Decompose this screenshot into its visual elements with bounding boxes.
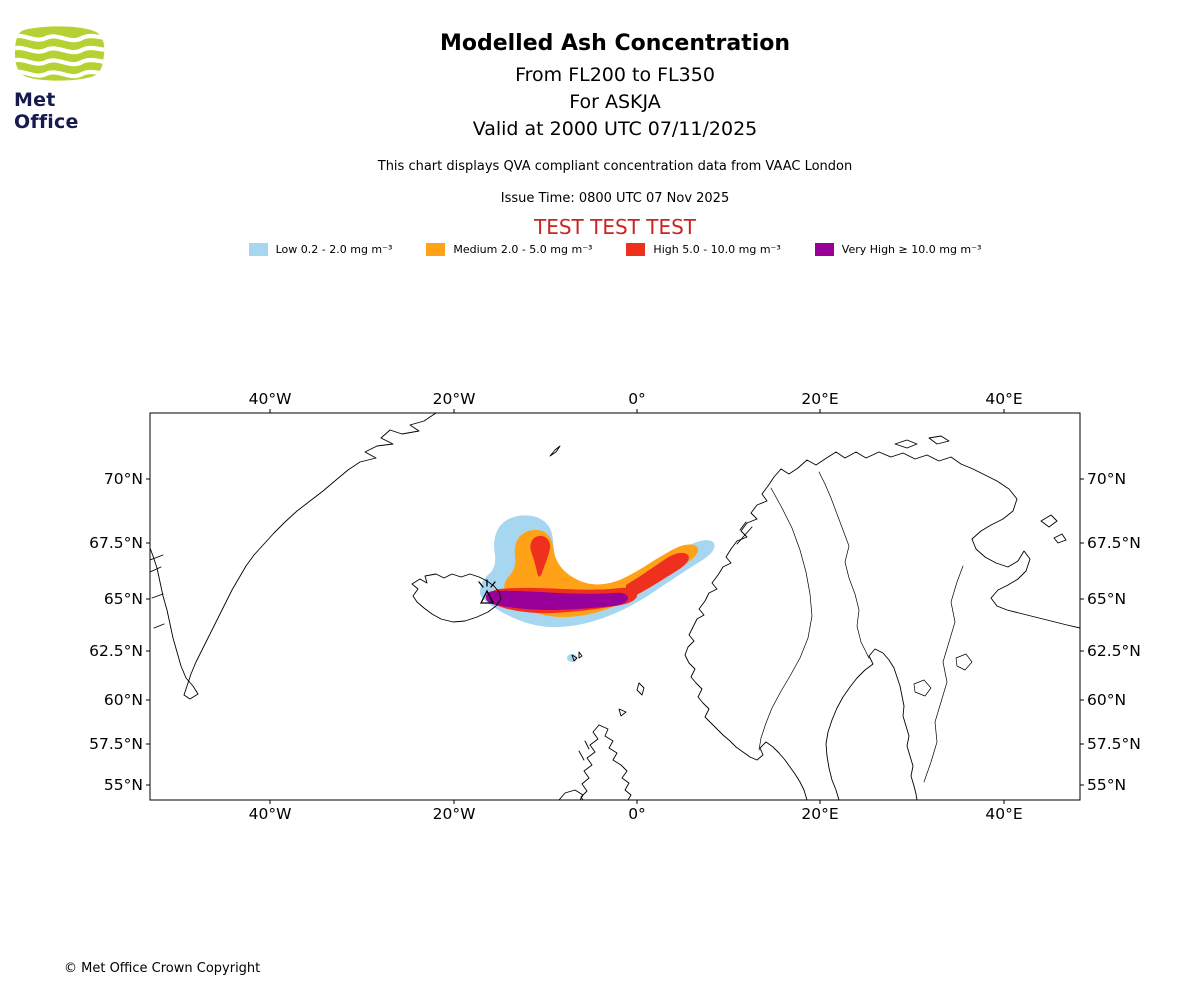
lat-tick-label: 62.5°N: [1087, 642, 1141, 660]
legend-item-medium: Medium 2.0 - 5.0 mg m⁻³: [426, 243, 592, 256]
legend-item-low: Low 0.2 - 2.0 mg m⁻³: [248, 243, 393, 256]
lat-tick-labels-left: 70°N 67.5°N 65°N 62.5°N 60°N 57.5°N 55°N: [89, 470, 143, 794]
map-frame: [149, 412, 1081, 801]
legend-swatch-low: [248, 243, 268, 256]
lat-tick-label: 70°N: [1087, 470, 1126, 488]
subtitle-volcano: For ASKJA: [569, 91, 661, 113]
issue-time: Issue Time: 0800 UTC 07 Nov 2025: [500, 191, 730, 206]
lon-tick-label: 40°E: [985, 390, 1022, 408]
lat-tick-label: 62.5°N: [89, 642, 143, 660]
coast-bothnia-finland: [825, 648, 918, 800]
border-finland-russia: [923, 565, 964, 783]
legend-swatch-very-high: [814, 243, 834, 256]
axis-ticks: [146, 409, 1084, 804]
coast-kola-white-sea: [878, 451, 1080, 629]
lakes-russia: [913, 653, 973, 697]
met-office-logo: Met Office: [14, 26, 124, 133]
coast-arctic-islands: [894, 435, 1067, 544]
border-sweden-finland: [818, 471, 870, 659]
lat-tick-label: 57.5°N: [1087, 735, 1141, 753]
subtitle-valid-time: Valid at 2000 UTC 07/11/2025: [472, 118, 758, 140]
lon-tick-labels-bottom: 40°W 20°W 0° 20°E 40°E: [249, 805, 1023, 823]
ash-contour-very-high: [485, 590, 628, 610]
legend-item-very-high: Very High ≥ 10.0 mg m⁻³: [814, 243, 982, 256]
coast-shetland: [636, 682, 645, 696]
lat-tick-label: 55°N: [1087, 776, 1126, 794]
lat-tick-label: 65°N: [1087, 590, 1126, 608]
ash-contour-high-blob: [530, 535, 551, 577]
met-office-logo-mark: [15, 26, 105, 81]
page-title: Modelled Ash Concentration: [439, 31, 791, 56]
lon-tick-label: 20°W: [433, 805, 476, 823]
lon-tick-label: 20°W: [433, 390, 476, 408]
legend-label-high: High 5.0 - 10.0 mg m⁻³: [653, 243, 781, 256]
coast-ireland-north: [558, 789, 584, 800]
lat-tick-label: 60°N: [104, 691, 143, 709]
coast-greenland-east: [183, 413, 437, 696]
coast-jan-mayen: [549, 445, 561, 457]
met-office-logo-text: Met Office: [14, 89, 79, 133]
lon-tick-label: 40°W: [249, 805, 292, 823]
country-borders: [758, 471, 973, 783]
ash-contour-high-east: [626, 552, 689, 596]
lat-tick-label: 57.5°N: [89, 735, 143, 753]
lat-tick-label: 67.5°N: [1087, 534, 1141, 552]
legend: Low 0.2 - 2.0 mg m⁻³ Medium 2.0 - 5.0 mg…: [30, 243, 1200, 256]
coast-greenland-west: [150, 547, 199, 700]
lat-tick-label: 65°N: [104, 590, 143, 608]
coastlines: [150, 413, 1080, 800]
lat-tick-label: 60°N: [1087, 691, 1126, 709]
qva-note: This chart displays QVA compliant concen…: [377, 159, 853, 174]
lon-tick-label: 0°: [628, 390, 646, 408]
coast-lofoten: [736, 521, 753, 545]
lon-tick-label: 0°: [628, 805, 646, 823]
coast-orkney: [618, 708, 627, 717]
lon-tick-label: 20°E: [801, 805, 838, 823]
copyright-notice: © Met Office Crown Copyright: [64, 961, 261, 976]
lon-tick-label: 40°W: [249, 390, 292, 408]
coast-scotland-east: [598, 724, 632, 800]
subtitle-flight-levels: From FL200 to FL350: [515, 64, 715, 86]
coast-greenland-fjords: [150, 554, 165, 629]
legend-label-medium: Medium 2.0 - 5.0 mg m⁻³: [453, 243, 593, 256]
legend-label-very-high: Very High ≥ 10.0 mg m⁻³: [841, 243, 982, 256]
ash-concentration-map: 40°W 20°W 0° 20°E 40°E 40°W 20°W 0° 20°E…: [89, 390, 1141, 823]
ash-plume: [480, 515, 715, 662]
coast-norway: [684, 451, 880, 800]
legend-item-high: High 5.0 - 10.0 mg m⁻³: [626, 243, 781, 256]
lat-tick-label: 55°N: [104, 776, 143, 794]
coast-hebrides: [578, 740, 590, 761]
lat-tick-label: 70°N: [104, 470, 143, 488]
lon-tick-labels-top: 40°W 20°W 0° 20°E 40°E: [249, 390, 1023, 408]
volcano-marker-icon: [478, 579, 496, 604]
legend-swatch-high: [626, 243, 646, 256]
coast-iceland: [411, 573, 502, 623]
lon-tick-label: 20°E: [801, 390, 838, 408]
lat-tick-label: 67.5°N: [89, 534, 143, 552]
test-banner: TEST TEST TEST: [533, 215, 696, 239]
coast-scotland-west: [580, 724, 600, 800]
lat-tick-labels-right: 70°N 67.5°N 65°N 62.5°N 60°N 57.5°N 55°N: [1087, 470, 1141, 794]
legend-label-low: Low 0.2 - 2.0 mg m⁻³: [275, 243, 393, 256]
coast-faroes: [571, 651, 583, 662]
legend-swatch-medium: [426, 243, 446, 256]
lon-tick-label: 40°E: [985, 805, 1022, 823]
border-norway-sweden: [758, 487, 813, 751]
